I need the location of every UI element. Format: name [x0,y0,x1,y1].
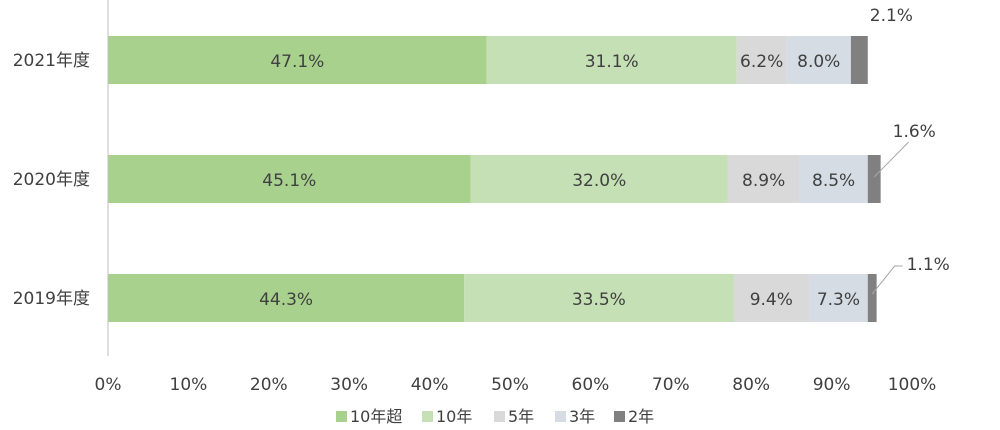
data-label: 8.0% [797,52,840,72]
bar-segment [809,274,868,322]
category-label: 2021年度 [13,51,90,71]
legend-label: 10年超 [350,407,402,426]
x-tick-label: 0% [95,375,122,395]
bar-segment [727,155,800,203]
bar-segment [464,274,734,322]
data-label: 47.1% [270,52,324,72]
data-label: 2.1% [870,6,913,26]
legend-swatch [555,411,566,422]
bar-segment [733,274,810,322]
legend-swatch [422,411,433,422]
bar-segment [786,36,851,84]
bar-segment [850,36,868,84]
data-label: 9.4% [750,290,793,310]
x-tick-label: 80% [732,375,770,395]
data-label: 6.2% [740,52,783,72]
x-tick-label: 100% [888,375,937,395]
data-label: 32.0% [572,171,626,191]
bar-segment [867,155,881,203]
bar-segment [486,36,737,84]
legend-swatch [494,411,505,422]
data-label: 1.6% [893,122,936,142]
data-label: 31.1% [585,52,639,72]
x-tick-label: 40% [411,375,449,395]
bar-segment [736,36,787,84]
category-label: 2020年度 [13,170,90,190]
bar-segment [799,155,868,203]
bar-segment [108,36,487,84]
legend-label: 10年 [436,407,472,426]
category-label: 2019年度 [13,289,90,309]
x-tick-label: 50% [491,375,529,395]
leader-line [871,265,903,295]
x-tick-label: 10% [170,375,208,395]
data-label: 45.1% [262,171,316,191]
bar-segment [470,155,728,203]
data-label: 7.3% [817,290,860,310]
data-label: 8.5% [812,171,855,191]
x-tick-label: 90% [813,375,851,395]
legend: 10年超 10年 5年 3年 2年 [336,407,654,426]
x-tick-labels-layer: 0% 10% 20% 30% 40% 50% 60% 70% 80% 90% 100% [95,375,937,395]
bar-segment [108,155,471,203]
leader-line [873,141,910,178]
data-label: 1.1% [907,255,950,275]
legend-label: 2年 [628,407,654,426]
data-label: 33.5% [572,290,626,310]
bar-segment [108,274,465,322]
bars-layer [108,36,881,322]
x-tick-label: 70% [652,375,690,395]
legend-label: 5年 [508,407,534,426]
x-tick-label: 60% [572,375,610,395]
legend-swatch [614,411,625,422]
category-labels-layer: 2021年度 2020年度 2019年度 [13,51,90,309]
x-tick-label: 20% [250,375,288,395]
segment-labels-layer: 47.1% 31.1% 6.2% 8.0% 2.1% 45.1% 32.0% 8.9% 8.5%… [259,6,950,310]
bar-segment [867,274,877,322]
legend-swatch [336,411,347,422]
x-tick-label: 30% [330,375,368,395]
data-label: 44.3% [259,290,313,310]
data-label: 8.9% [742,171,785,191]
legend-label: 3年 [569,407,595,426]
